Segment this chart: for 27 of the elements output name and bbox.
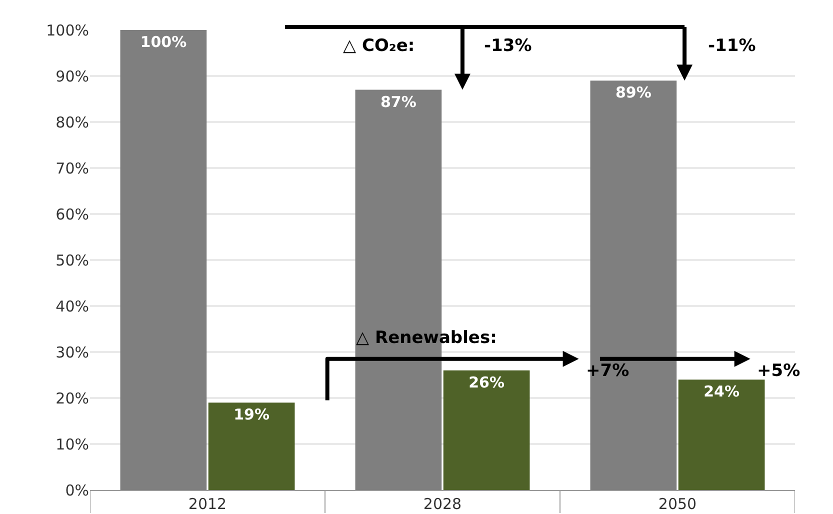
annotation: +5%: [757, 361, 800, 381]
bar: [208, 402, 295, 490]
y-tick-label: 100%: [46, 21, 89, 40]
y-tick-label: 0%: [65, 481, 89, 500]
annotation: -13%: [484, 36, 532, 56]
annotation: △ CO₂e:: [343, 36, 415, 56]
annotation: -11%: [708, 36, 756, 56]
y-tick-label: 50%: [56, 251, 89, 270]
data-label: 26%: [468, 373, 505, 392]
data-label: 19%: [234, 406, 270, 424]
y-tick-label: 30%: [56, 343, 89, 362]
bar: [120, 30, 207, 490]
bar: [678, 380, 765, 490]
y-tick-label: 80%: [56, 113, 89, 132]
x-tick-label: 2050: [658, 495, 697, 513]
y-tick-label: 70%: [56, 159, 89, 178]
data-label: 24%: [704, 382, 740, 401]
y-tick-label: 90%: [56, 67, 89, 86]
y-tick-label: 10%: [56, 435, 89, 454]
y-tick-label: 60%: [56, 205, 89, 224]
y-tick-label: 20%: [56, 389, 89, 408]
data-label: 87%: [380, 92, 416, 111]
data-label: 100%: [140, 33, 187, 51]
x-tick-label: 2012: [188, 495, 227, 513]
x-tick-label: 2028: [423, 495, 462, 513]
y-tick-label: 40%: [56, 297, 89, 316]
data-label: 89%: [615, 84, 652, 102]
